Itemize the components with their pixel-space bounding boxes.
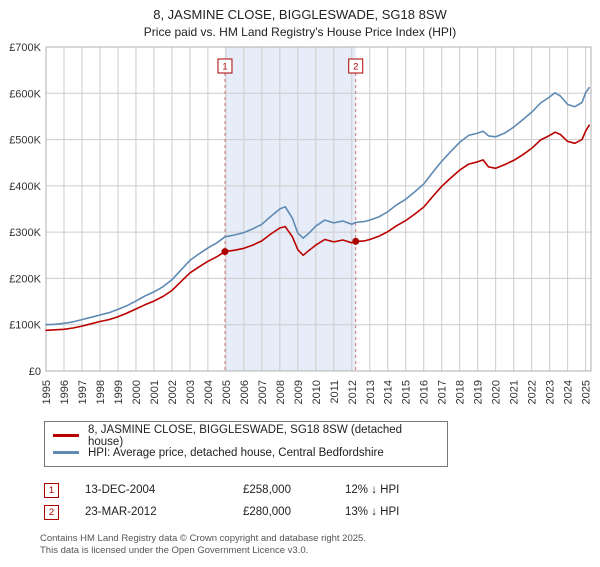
x-axis-label: 1997 xyxy=(77,380,89,404)
transaction-2-marker: 2 xyxy=(44,504,59,520)
x-axis-label: 2023 xyxy=(545,380,557,404)
legend-item-property: 8, JASMINE CLOSE, BIGGLESWADE, SG18 8SW … xyxy=(53,424,439,448)
y-axis-label: £400K xyxy=(9,181,41,193)
x-axis-label: 2006 xyxy=(239,380,251,404)
x-axis-label: 2004 xyxy=(203,380,215,404)
x-axis-label: 1995 xyxy=(41,380,53,404)
x-axis-label: 2005 xyxy=(221,380,233,404)
x-axis-label: 2013 xyxy=(365,380,377,404)
x-axis-label: 2000 xyxy=(131,380,143,404)
x-axis-label: 2002 xyxy=(167,380,179,404)
x-axis-label: 2014 xyxy=(383,380,395,404)
legend-label-hpi: HPI: Average price, detached house, Cent… xyxy=(88,446,384,459)
x-axis-label: 2003 xyxy=(185,380,197,404)
property-price-line xyxy=(45,124,591,332)
x-axis-label: 1999 xyxy=(113,380,125,404)
hpi-line xyxy=(45,86,591,326)
x-axis-label: 2012 xyxy=(347,380,359,404)
x-axis-label: 2025 xyxy=(581,380,593,404)
price-chart: 1 2 £0 £100K £200K £300K £400K £500K £600K £700K 1… xyxy=(9,42,593,404)
x-axis-label: 2017 xyxy=(437,380,449,404)
footer-line-2: This data is licensed under the Open Gov… xyxy=(40,545,309,557)
y-axis-label: £500K xyxy=(9,135,41,147)
x-axis-label: 2024 xyxy=(563,380,575,404)
transaction-2-hpi-delta: 13% ↓ HPI xyxy=(345,506,400,518)
y-axis-label: £100K xyxy=(9,320,41,332)
x-axis-label: 2007 xyxy=(257,380,269,404)
license-footer: Contains HM Land Registry data © Crown c… xyxy=(40,533,600,558)
transaction-1-price: £258,000 xyxy=(243,484,291,496)
sale-point-dot xyxy=(221,248,229,256)
x-axis-label: 2010 xyxy=(311,380,323,404)
legend-item-hpi: HPI: Average price, detached house, Cent… xyxy=(53,444,439,461)
x-axis-label: 2021 xyxy=(509,380,521,404)
x-axis-label: 2022 xyxy=(527,380,539,404)
x-axis-label: 1998 xyxy=(95,380,107,404)
x-axis-label: 2016 xyxy=(419,380,431,404)
x-axis-label: 1996 xyxy=(59,380,71,404)
transaction-1-marker: 1 xyxy=(44,482,59,498)
y-axis-label: £700K xyxy=(9,42,41,54)
y-axis-label: £0 xyxy=(29,366,41,378)
plot-border xyxy=(45,46,592,372)
transaction-row-2: 2 23-MAR-2012 £280,000 13% ↓ HPI xyxy=(44,501,600,523)
x-axis-label: 2008 xyxy=(275,380,287,404)
x-axis-label: 2011 xyxy=(329,380,341,404)
x-axis-label: 2019 xyxy=(473,380,485,404)
y-axis-label: £200K xyxy=(9,273,41,285)
sale-period-shading xyxy=(224,47,356,371)
sale-marker-number: 2 xyxy=(353,62,358,73)
x-axis-label: 2018 xyxy=(455,380,467,404)
footer-line-1: Contains HM Land Registry data © Crown c… xyxy=(40,533,366,544)
chart-legend: 8, JASMINE CLOSE, BIGGLESWADE, SG18 8SW … xyxy=(44,421,448,467)
sale-marker-number: 1 xyxy=(222,62,227,73)
transaction-row-1: 1 13-DEC-2004 £258,000 12% ↓ HPI xyxy=(44,479,600,501)
legend-label-property: 8, JASMINE CLOSE, BIGGLESWADE, SG18 8SW … xyxy=(88,423,403,448)
transactions-list: 1 13-DEC-2004 £258,000 12% ↓ HPI 2 23-MA… xyxy=(44,479,600,523)
transaction-2-date: 23-MAR-2012 xyxy=(85,506,157,518)
sale-point-dot xyxy=(352,237,360,245)
x-axis-label: 2020 xyxy=(491,380,503,404)
x-axis-label: 2001 xyxy=(149,380,161,404)
page-title: 8, JASMINE CLOSE, BIGGLESWADE, SG18 8SW xyxy=(153,7,447,22)
sale-marker-box xyxy=(348,58,364,74)
x-axis-label: 2015 xyxy=(401,380,413,404)
y-axis-label: £300K xyxy=(9,227,41,239)
hpi-line-swatch xyxy=(53,451,79,454)
price-history-page: 8, JASMINE CLOSE, BIGGLESWADE, SG18 8SW … xyxy=(0,7,600,558)
transaction-2-price: £280,000 xyxy=(243,506,291,518)
page-subtitle: Price paid vs. HM Land Registry's House … xyxy=(143,25,457,39)
transaction-1-hpi-delta: 12% ↓ HPI xyxy=(345,484,400,496)
y-axis-label: £600K xyxy=(9,88,41,100)
sale-marker-box xyxy=(217,58,233,74)
transaction-1-date: 13-DEC-2004 xyxy=(85,484,156,496)
x-axis-label: 2009 xyxy=(293,380,305,404)
property-line-swatch xyxy=(53,434,79,437)
